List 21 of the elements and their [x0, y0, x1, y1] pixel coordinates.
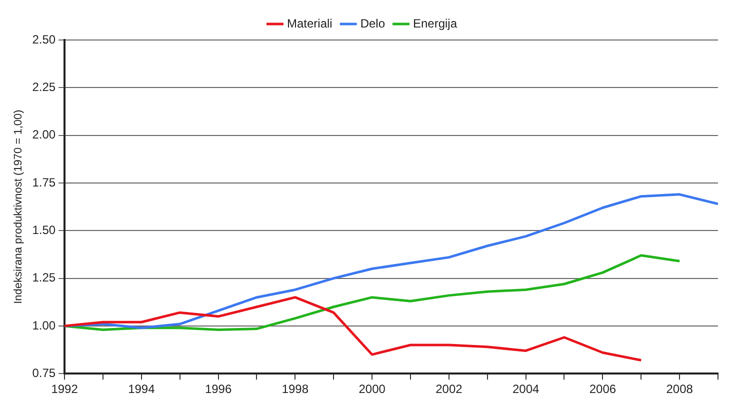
- x-tick-label: 2006: [589, 382, 616, 396]
- legend-label: Energija: [413, 16, 458, 30]
- y-tick-label: 1.25: [32, 270, 56, 285]
- legend-label: Delo: [360, 16, 386, 30]
- legend-label: Materiali: [286, 16, 332, 30]
- x-tick-label: 1992: [51, 382, 78, 396]
- y-tick-label: 1.75: [32, 175, 56, 190]
- y-tick-label: 2.50: [32, 32, 56, 46]
- x-tick-label: 2002: [436, 382, 463, 396]
- y-tick-label: 0.75: [32, 366, 56, 380]
- y-axis-title: Indeksirana produktivnost (1970 = 1,00): [12, 110, 25, 304]
- x-tick-label: 1996: [204, 382, 232, 396]
- y-tick-label: 1.50: [32, 222, 56, 237]
- x-tick-label: 2008: [666, 382, 694, 396]
- x-tick-label: 1994: [128, 382, 156, 396]
- y-tick-label: 1.00: [32, 318, 56, 332]
- y-tick-label: 2.25: [32, 80, 56, 94]
- y-tick-label: 2.00: [32, 128, 56, 142]
- x-tick-label: 1998: [282, 382, 309, 396]
- x-tick-label: 2000: [358, 382, 386, 396]
- x-tick-label: 2004: [512, 382, 540, 396]
